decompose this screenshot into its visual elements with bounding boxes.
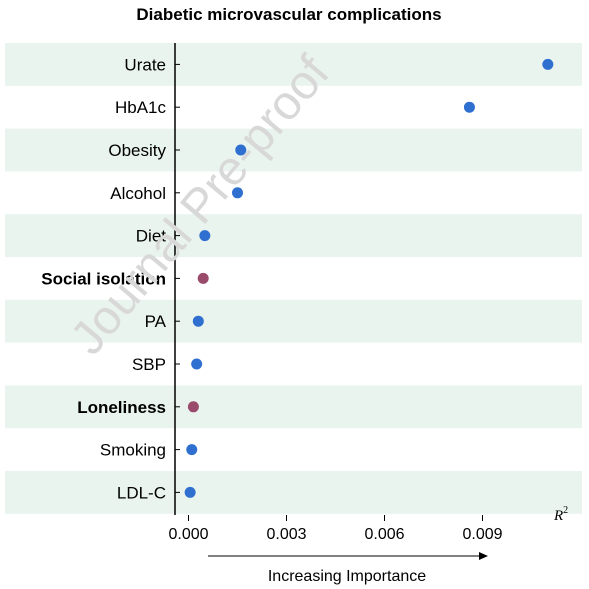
row-band	[5, 43, 582, 86]
data-point	[192, 315, 204, 327]
y-tick-label: Social isolation	[41, 269, 166, 288]
y-tick-label: Loneliness	[77, 398, 166, 417]
chart-title: Diabetic microvascular complications	[136, 5, 441, 24]
y-tick-label: PA	[145, 312, 167, 331]
data-point	[235, 144, 247, 156]
x-tick-label: 0.009	[462, 526, 502, 543]
data-point	[232, 187, 243, 199]
row-band	[5, 214, 582, 257]
y-tick-label: HbA1c	[115, 98, 167, 117]
x-axis-label: R2	[553, 505, 568, 524]
data-point	[542, 58, 554, 70]
data-point	[197, 272, 209, 284]
row-band	[5, 471, 582, 514]
x-tick-label: 0.006	[364, 526, 404, 543]
importance-arrowhead	[479, 552, 488, 560]
y-tick-label: Urate	[124, 55, 166, 74]
data-point	[187, 401, 199, 413]
data-point	[463, 101, 475, 113]
y-tick-label: Diet	[136, 227, 167, 246]
importance-label: Increasing Importance	[268, 568, 426, 585]
x-ticks: 0.000 0.003 0.006 0.009	[168, 515, 503, 543]
x-tick-label: 0.000	[168, 526, 208, 543]
rows: Urate HbA1c Obesity Alcohol Diet Social isola…	[41, 55, 554, 502]
x-axis-label-superscript: 2	[563, 505, 568, 516]
row-band	[5, 299, 582, 343]
row-band	[5, 385, 582, 429]
y-tick-label: SBP	[132, 355, 166, 374]
data-point	[184, 486, 196, 498]
row-bands	[5, 43, 582, 514]
y-tick-label: LDL-C	[117, 483, 166, 502]
y-tick-label: Alcohol	[110, 184, 166, 203]
data-point	[186, 444, 198, 456]
row-band	[5, 128, 582, 172]
data-point	[191, 358, 203, 370]
y-tick-label: Smoking	[100, 441, 166, 460]
x-tick-label: 0.003	[266, 526, 306, 543]
y-tick-label: Obesity	[108, 141, 166, 160]
data-point	[199, 230, 211, 242]
